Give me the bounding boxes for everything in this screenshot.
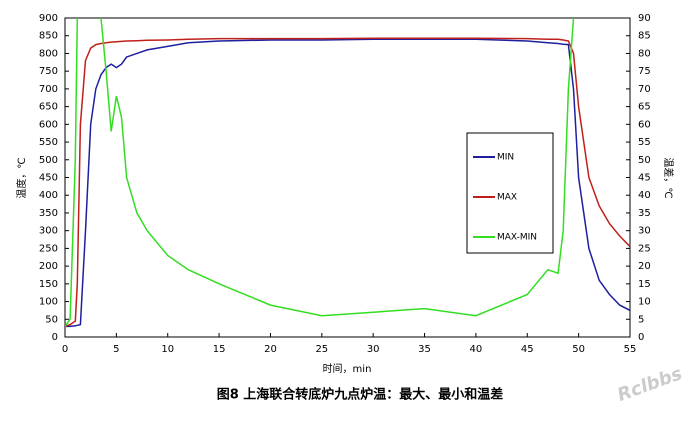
y-tick-label: 900 xyxy=(39,13,58,24)
x-tick-label: 5 xyxy=(113,344,119,355)
y-tick-label: 400 xyxy=(39,190,58,201)
x-tick-label: 30 xyxy=(367,344,380,355)
legend-label: MAX xyxy=(497,193,517,203)
y2-tick-label: 0 xyxy=(638,332,644,343)
legend-label: MIN xyxy=(497,153,514,163)
series-line xyxy=(65,37,630,328)
y2-tick-label: 40 xyxy=(638,190,651,201)
y-tick-label: 800 xyxy=(39,48,58,59)
y2-tick-label: 85 xyxy=(638,31,651,42)
y-tick-label: 200 xyxy=(39,261,58,272)
legend-label: MAX-MIN xyxy=(497,233,537,243)
y-tick-label: 450 xyxy=(39,173,58,184)
x-tick-label: 15 xyxy=(213,344,226,355)
y2-tick-label: 30 xyxy=(638,226,651,237)
y2-tick-label: 65 xyxy=(638,102,651,113)
y2-tick-label: 45 xyxy=(638,173,651,184)
legend-box xyxy=(466,132,554,254)
x-tick-label: 35 xyxy=(418,344,431,355)
y2-tick-label: 60 xyxy=(638,119,651,130)
caption: 图8 上海联合转底炉九点炉温：最大、最小和温差 xyxy=(217,387,504,403)
x-tick-label: 20 xyxy=(264,344,277,355)
y2-tick-label: 90 xyxy=(638,13,651,24)
y-tick-label: 0 xyxy=(52,332,58,343)
y-axis-title: 温度，℃ xyxy=(15,157,28,198)
y2-tick-label: 5 xyxy=(638,314,644,325)
y-tick-label: 650 xyxy=(39,102,58,113)
x-tick-label: 0 xyxy=(62,344,68,355)
y-tick-label: 600 xyxy=(39,119,58,130)
y-tick-label: 550 xyxy=(39,137,58,148)
x-tick-label: 40 xyxy=(470,344,483,355)
x-tick-label: 55 xyxy=(624,344,637,355)
watermark: Rclbbs xyxy=(615,363,686,406)
y-tick-label: 350 xyxy=(39,208,58,219)
y-tick-label: 750 xyxy=(39,66,58,77)
y-tick-label: 250 xyxy=(39,243,58,254)
y-tick-label: 700 xyxy=(39,84,58,95)
x-axis-title: 时间，min xyxy=(323,362,372,375)
y-tick-label: 150 xyxy=(39,279,58,290)
y2-tick-label: 25 xyxy=(638,243,651,254)
y2-tick-label: 20 xyxy=(638,261,651,272)
x-tick-label: 10 xyxy=(161,344,174,355)
y-tick-label: 100 xyxy=(39,297,58,308)
y2-tick-label: 80 xyxy=(638,48,651,59)
y2-tick-label: 10 xyxy=(638,297,651,308)
y-tick-label: 300 xyxy=(39,226,58,237)
y-tick-label: 500 xyxy=(39,155,58,166)
x-tick-label: 25 xyxy=(315,344,328,355)
y2-tick-label: 70 xyxy=(638,84,651,95)
x-tick-label: 50 xyxy=(572,344,585,355)
x-tick-label: 45 xyxy=(521,344,534,355)
series-line xyxy=(65,38,630,328)
y2-tick-label: 50 xyxy=(638,155,651,166)
y-tick-label: 50 xyxy=(45,314,58,325)
y2-tick-label: 15 xyxy=(638,279,651,290)
y2-axis-title: 温差，℃ xyxy=(662,157,675,198)
y2-tick-label: 55 xyxy=(638,137,651,148)
y2-tick-label: 75 xyxy=(638,66,651,77)
y-tick-label: 850 xyxy=(39,31,58,42)
series-line xyxy=(65,18,575,327)
y2-tick-label: 35 xyxy=(638,208,651,219)
